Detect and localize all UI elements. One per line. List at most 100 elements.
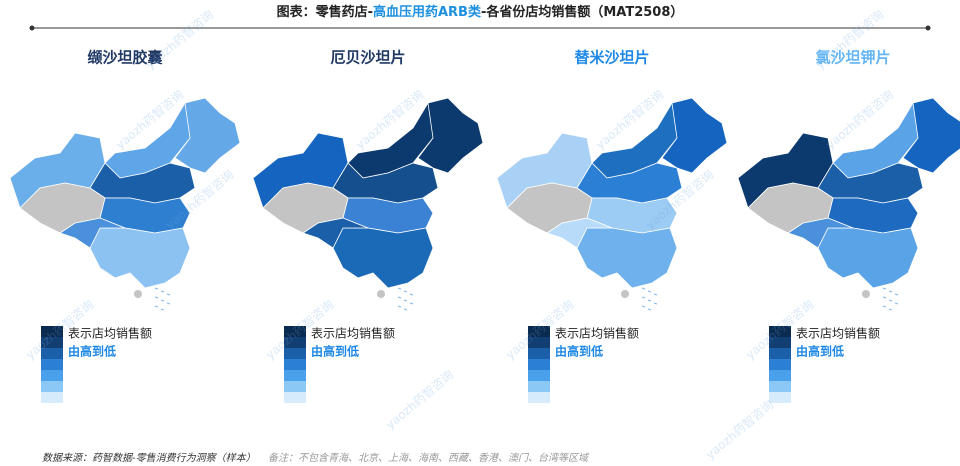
sea-dash: [160, 290, 165, 293]
watermark: yaozh药智咨询: [142, 7, 216, 72]
province-region: [817, 227, 919, 289]
sea-dash: [653, 293, 658, 296]
title-prefix: 图表：零售药店-: [277, 4, 373, 20]
legend-swatch: [769, 381, 791, 392]
legend-swatch: [41, 348, 63, 359]
province-region: [902, 97, 960, 174]
maps: 缬沙坦胶囊表示店均销售额由高到低厄贝沙坦片表示店均销售额由高到低替米沙坦片表示店…: [9, 49, 960, 403]
legend-swatch: [528, 359, 550, 370]
legend-swatch: [41, 337, 63, 348]
sea-dash: [409, 302, 414, 305]
excluded-region: [506, 182, 593, 234]
title-highlight: 高血压用药ARB类: [373, 4, 482, 20]
watermark: yaozh药智咨询: [702, 397, 776, 462]
island: [621, 290, 629, 298]
sea-dash: [641, 296, 646, 299]
island: [862, 290, 870, 298]
map-title: 厄贝沙坦片: [330, 49, 405, 67]
legend-swatch: [769, 337, 791, 348]
legend-swatch: [41, 359, 63, 370]
legend-swatch: [769, 348, 791, 359]
sea-dash: [882, 287, 887, 290]
legend-swatch: [769, 370, 791, 381]
rule-dot: [925, 25, 931, 31]
legend-line1: 表示店均销售额: [68, 326, 152, 341]
map-title: 氯沙坦钾片: [815, 49, 890, 67]
sea-dash: [403, 290, 408, 293]
legend-swatch: [528, 348, 550, 359]
sea-dash: [154, 287, 159, 290]
sea-dash: [154, 296, 159, 299]
sea-dash: [641, 305, 646, 308]
map-title: 替米沙坦片: [574, 49, 649, 67]
legend-swatch: [41, 392, 63, 403]
island: [134, 290, 142, 298]
legend-swatch: [41, 326, 63, 337]
legend-swatch: [284, 381, 306, 392]
legend-swatch: [284, 392, 306, 403]
page-title: 图表：零售药店-高血压用药ARB类-各省份店均销售额（MAT2508）: [277, 4, 684, 20]
china-map: [252, 97, 484, 311]
sea-dash: [409, 293, 414, 296]
legend-line1: 表示店均销售额: [311, 326, 395, 341]
island: [377, 290, 385, 298]
sea-dash: [647, 290, 652, 293]
legend-line2: 由高到低: [68, 344, 116, 359]
map-title: 缬沙坦胶囊: [87, 49, 163, 67]
legend-swatch: [284, 359, 306, 370]
sea-dash: [160, 308, 165, 311]
sea-dash: [166, 293, 171, 296]
china-map: [737, 97, 960, 311]
legend-line2: 由高到低: [555, 344, 603, 359]
province-region: [661, 97, 728, 174]
footer-note: 备注：不包含青海、北京、上海、海南、西藏、香港、澳门、台湾等区域: [268, 452, 590, 464]
legend-swatch: [528, 326, 550, 337]
china-map: [9, 97, 241, 311]
legend-swatch: [769, 326, 791, 337]
province-region: [417, 97, 484, 174]
legend-swatch: [284, 326, 306, 337]
sea-dash: [154, 305, 159, 308]
sea-dash: [888, 308, 893, 311]
legend-swatch: [284, 370, 306, 381]
excluded-region: [19, 182, 106, 234]
legend-line1: 表示店均销售额: [796, 326, 880, 341]
sea-dash: [888, 299, 893, 302]
legend-swatch: [528, 370, 550, 381]
china-map: [496, 97, 728, 311]
province-region: [174, 97, 241, 174]
sea-dash: [882, 296, 887, 299]
province-region: [576, 227, 678, 289]
sea-dash: [894, 293, 899, 296]
excluded-region: [747, 182, 834, 234]
sea-dash: [894, 302, 899, 305]
legend-line2: 由高到低: [311, 344, 359, 359]
sea-dash: [403, 299, 408, 302]
legend-swatch: [528, 337, 550, 348]
legend-swatch: [769, 392, 791, 403]
sea-dash: [397, 287, 402, 290]
rule-dot: [29, 25, 35, 31]
excluded-region: [262, 182, 349, 234]
sea-dash: [403, 308, 408, 311]
sea-dash: [647, 299, 652, 302]
sea-dash: [397, 296, 402, 299]
sea-dash: [647, 308, 652, 311]
province-region: [332, 227, 434, 289]
legend-swatch: [528, 392, 550, 403]
sea-dash: [160, 299, 165, 302]
sea-dash: [888, 290, 893, 293]
legend-line2: 由高到低: [796, 344, 844, 359]
legend-swatch: [528, 381, 550, 392]
title-suffix: -各省份店均销售额（MAT2508）: [481, 4, 683, 20]
legend-swatch: [284, 348, 306, 359]
